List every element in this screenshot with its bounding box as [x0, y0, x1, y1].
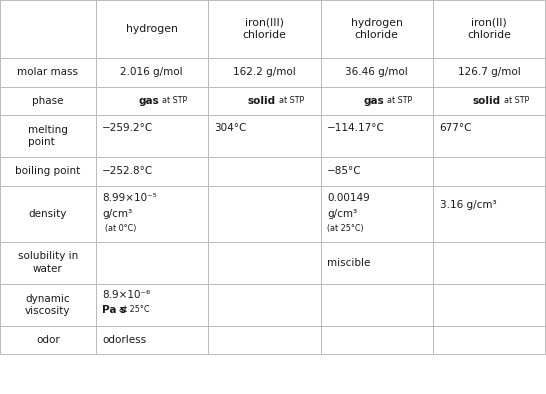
- Bar: [96, 326, 208, 354]
- Text: solid: solid: [247, 96, 276, 106]
- Text: iron(II)
chloride: iron(II) chloride: [467, 18, 511, 40]
- Bar: [96, 58, 208, 87]
- Text: at 25°C: at 25°C: [119, 305, 150, 314]
- Bar: [321, 157, 433, 186]
- Bar: [0, 115, 96, 157]
- Text: at STP: at STP: [387, 97, 412, 105]
- Text: gas: gas: [139, 96, 159, 106]
- Bar: [433, 0, 545, 58]
- Bar: [0, 186, 96, 242]
- Text: (at 0°C): (at 0°C): [105, 223, 136, 232]
- Bar: [208, 0, 321, 58]
- Text: hydrogen
chloride: hydrogen chloride: [351, 18, 403, 40]
- Text: 3.16 g/cm³: 3.16 g/cm³: [440, 200, 496, 210]
- Bar: [433, 284, 545, 326]
- Text: hydrogen: hydrogen: [126, 24, 178, 34]
- Text: miscible: miscible: [327, 258, 370, 268]
- Bar: [0, 242, 96, 284]
- Text: solid: solid: [472, 96, 501, 106]
- Bar: [433, 326, 545, 354]
- Bar: [96, 115, 208, 157]
- Text: −252.8°C: −252.8°C: [102, 166, 153, 177]
- Text: dynamic
viscosity: dynamic viscosity: [25, 294, 70, 316]
- Bar: [0, 157, 96, 186]
- Bar: [208, 157, 321, 186]
- Bar: [433, 186, 545, 242]
- Text: 162.2 g/mol: 162.2 g/mol: [233, 67, 295, 78]
- Text: odor: odor: [36, 335, 60, 345]
- Bar: [321, 242, 433, 284]
- Bar: [208, 242, 321, 284]
- Text: at STP: at STP: [504, 97, 530, 105]
- Text: solubility in
water: solubility in water: [17, 251, 78, 274]
- Text: 2.016 g/mol: 2.016 g/mol: [121, 67, 183, 78]
- Bar: [96, 0, 208, 58]
- Text: −114.17°C: −114.17°C: [327, 123, 385, 133]
- Text: (at 25°C): (at 25°C): [327, 223, 364, 232]
- Text: molar mass: molar mass: [17, 67, 78, 78]
- Bar: [0, 284, 96, 326]
- Bar: [321, 87, 433, 115]
- Bar: [433, 58, 545, 87]
- Text: −85°C: −85°C: [327, 166, 361, 177]
- Bar: [321, 284, 433, 326]
- Bar: [96, 157, 208, 186]
- Text: melting
point: melting point: [28, 125, 68, 147]
- Text: gas: gas: [364, 96, 384, 106]
- Text: 126.7 g/mol: 126.7 g/mol: [458, 67, 520, 78]
- Bar: [321, 186, 433, 242]
- Bar: [321, 115, 433, 157]
- Text: 8.99×10⁻⁵: 8.99×10⁻⁵: [102, 193, 157, 203]
- Bar: [321, 326, 433, 354]
- Bar: [0, 0, 96, 58]
- Bar: [96, 284, 208, 326]
- Bar: [0, 326, 96, 354]
- Bar: [0, 58, 96, 87]
- Text: g/cm³: g/cm³: [102, 208, 132, 219]
- Bar: [0, 87, 96, 115]
- Text: 36.46 g/mol: 36.46 g/mol: [346, 67, 408, 78]
- Bar: [208, 87, 321, 115]
- Bar: [96, 242, 208, 284]
- Text: 304°C: 304°C: [215, 123, 247, 133]
- Bar: [433, 115, 545, 157]
- Bar: [96, 186, 208, 242]
- Bar: [208, 284, 321, 326]
- Text: 8.9×10⁻⁶: 8.9×10⁻⁶: [102, 290, 150, 301]
- Text: g/cm³: g/cm³: [327, 208, 357, 219]
- Text: Pa s: Pa s: [102, 305, 126, 315]
- Bar: [96, 87, 208, 115]
- Text: 0.00149: 0.00149: [327, 193, 370, 203]
- Text: 677°C: 677°C: [440, 123, 472, 133]
- Bar: [433, 87, 545, 115]
- Bar: [208, 115, 321, 157]
- Text: density: density: [28, 208, 67, 219]
- Text: at STP: at STP: [279, 97, 305, 105]
- Text: −259.2°C: −259.2°C: [102, 123, 153, 133]
- Bar: [208, 186, 321, 242]
- Text: boiling point: boiling point: [15, 166, 80, 177]
- Bar: [321, 58, 433, 87]
- Text: odorless: odorless: [102, 335, 146, 345]
- Text: phase: phase: [32, 96, 63, 106]
- Bar: [208, 58, 321, 87]
- Bar: [321, 0, 433, 58]
- Bar: [208, 326, 321, 354]
- Text: at STP: at STP: [162, 97, 187, 105]
- Bar: [433, 157, 545, 186]
- Bar: [433, 242, 545, 284]
- Text: iron(III)
chloride: iron(III) chloride: [242, 18, 286, 40]
